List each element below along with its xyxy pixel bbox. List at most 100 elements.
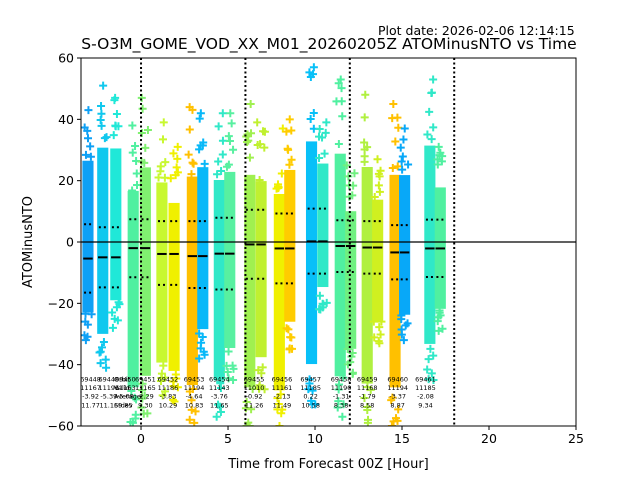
outlier-marker [338, 112, 347, 121]
orbit-strip [282, 115, 297, 354]
outlier-marker [433, 317, 442, 326]
orbit-strip [154, 118, 170, 400]
outlier-marker [229, 376, 238, 384]
orbit-stats: 9.34 [418, 401, 432, 409]
outlier-marker [108, 308, 117, 317]
strip-core [273, 193, 285, 391]
outlier-marker [157, 369, 166, 378]
strip-core [389, 174, 401, 388]
outlier-marker [404, 160, 413, 169]
strip-core [156, 182, 168, 363]
outlier-marker [170, 397, 179, 406]
outlier-marker [393, 113, 402, 122]
orbit-stats: 69451 [135, 376, 156, 384]
outlier-marker [131, 410, 140, 419]
outlier-marker [161, 387, 170, 396]
orbit-stats: -0.92 [246, 393, 263, 401]
outlier-marker [287, 126, 296, 135]
orbit-strip [81, 106, 96, 345]
chart-title-text: S-O3M_GOME_VOD_XX_M01_20260205Z ATOMinus… [81, 35, 577, 53]
outlier-marker [112, 110, 121, 119]
outlier-marker [363, 143, 372, 152]
outlier-marker [213, 170, 222, 179]
orbit-stats: 69448 [80, 376, 101, 384]
outlier-marker [199, 347, 208, 356]
outlier-marker [212, 412, 221, 421]
outlier-marker [253, 118, 262, 127]
strip-core [197, 167, 209, 330]
orbit-strip [272, 124, 287, 426]
orbit-stats: 69455 [244, 376, 265, 384]
outlier-marker [426, 344, 435, 353]
outlier-marker [185, 125, 194, 134]
outlier-marker [133, 181, 142, 190]
outlier-marker [218, 109, 227, 118]
outlier-marker [102, 363, 111, 372]
outlier-marker [247, 405, 256, 414]
outlier-marker [339, 400, 348, 409]
outlier-marker [363, 403, 372, 412]
outlier-marker [285, 160, 294, 169]
strip-core [224, 171, 236, 348]
outlier-marker [243, 138, 252, 147]
orbit-stats: 69449 [98, 376, 119, 384]
orbit-stats: 11.77 [81, 401, 100, 409]
outlier-marker [191, 407, 200, 416]
outlier-marker [127, 386, 136, 395]
outlier-marker [360, 394, 369, 403]
orbit-stats: -5.08 [117, 393, 134, 401]
outlier-marker [114, 298, 123, 307]
orbit-strip [423, 75, 438, 384]
outlier-marker [229, 364, 238, 373]
outlier-marker [278, 405, 287, 414]
orbit-strip [315, 118, 331, 314]
outlier-marker [101, 355, 110, 364]
outlier-marker [81, 309, 90, 318]
orbit-stats: 69459 [357, 376, 378, 384]
outlier-marker [222, 162, 231, 171]
orbit-stats: -3.92 [82, 393, 99, 401]
outlier-marker [363, 383, 372, 392]
outlier-marker [309, 108, 318, 117]
outlier-marker [195, 114, 204, 123]
outlier-marker [427, 369, 436, 378]
outlier-marker [172, 163, 181, 172]
strip-core [168, 202, 180, 371]
outlier-marker [143, 409, 152, 418]
chart-title: S-O3M_GOME_VOD_XX_M01_20260205Z ATOMinus… [0, 35, 640, 53]
strip-core [284, 169, 296, 322]
outlier-marker [166, 174, 175, 183]
outlier-marker [399, 135, 408, 144]
orbit-stats: -3.76 [211, 393, 228, 401]
strip-core [305, 141, 318, 365]
outlier-marker [195, 145, 204, 154]
reference-lines [81, 58, 576, 426]
outlier-marker [216, 377, 225, 386]
outlier-marker [348, 368, 357, 377]
outlier-marker [83, 320, 92, 329]
outlier-marker [260, 143, 269, 152]
orbit-stats: -1.79 [359, 393, 376, 401]
orbit-strip [126, 121, 142, 426]
outlier-marker [393, 162, 402, 171]
orbit-stats: 8.38 [334, 401, 348, 409]
outlier-marker [429, 123, 438, 132]
outlier-marker [377, 317, 386, 326]
outlier-marker [282, 324, 291, 333]
strip-core [110, 148, 122, 301]
outlier-marker [315, 154, 324, 163]
scatter-strips [81, 63, 447, 426]
outlier-marker [131, 142, 140, 151]
plot-date: Plot date: 2026-02-06 12:14:15 [378, 23, 575, 38]
orbit-stats: 11185 [415, 384, 436, 392]
orbit-stats: 10.58 [301, 401, 320, 409]
outlier-marker [343, 345, 352, 354]
orbit-stats: 69450 [115, 376, 136, 384]
outlier-marker [427, 88, 436, 97]
outlier-marker [315, 124, 324, 133]
outlier-marker [287, 333, 296, 342]
outlier-marker [128, 121, 137, 130]
outlier-marker [95, 348, 104, 357]
outlier-marker [188, 385, 197, 394]
strip-core [372, 199, 384, 322]
